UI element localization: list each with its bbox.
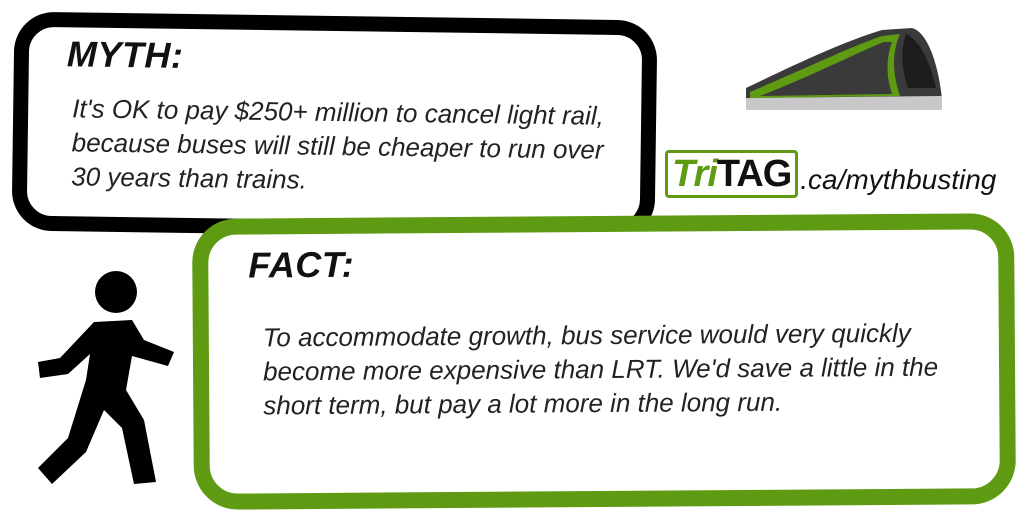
logo-tag: TAG bbox=[716, 153, 792, 195]
tritag-logo-mark: TriTAG bbox=[665, 150, 799, 198]
logo-tri: Tri bbox=[672, 153, 718, 195]
light-rail-train-icon bbox=[746, 28, 942, 110]
walking-person-icon bbox=[38, 271, 174, 484]
myth-text: It's OK to pay $250+ million to cancel l… bbox=[71, 93, 605, 195]
fact-heading: FACT: bbox=[248, 243, 355, 286]
myth-box: MYTH: It's OK to pay $250+ million to ca… bbox=[11, 11, 658, 240]
tritag-logo: TriTAG .ca/mythbusting bbox=[665, 146, 996, 198]
logo-url: .ca/mythbusting bbox=[800, 164, 997, 195]
fact-text: To accommodate growth, bus service would… bbox=[262, 317, 939, 421]
myth-heading: MYTH: bbox=[66, 33, 184, 76]
fact-box: FACT: To accommodate growth, bus service… bbox=[191, 213, 1017, 510]
